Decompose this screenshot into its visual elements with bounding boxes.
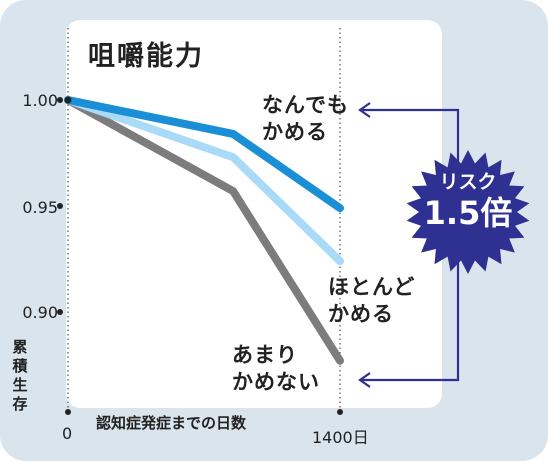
series-label-nandemo-line2: かめる <box>262 120 328 144</box>
risk-badge-text: リスク 1.5倍 <box>412 170 524 232</box>
risk-badge-line2: 1.5倍 <box>423 194 513 232</box>
x-tick-label-0: 0 <box>62 424 73 443</box>
series-line-1 <box>64 96 344 266</box>
y-tick-dot-2 <box>57 309 63 315</box>
y-tick-label-0.90: 0.90 <box>22 303 58 322</box>
x-tick-dot-0 <box>65 409 71 415</box>
risk-badge-starburst <box>406 150 530 274</box>
series-line-2 <box>64 96 344 365</box>
series-label-amari-line1: あまり <box>232 343 298 367</box>
plot-panel <box>66 20 442 408</box>
series-label-hotondo-line2: かめる <box>328 302 394 326</box>
risk-badge-line1: リスク <box>439 171 497 193</box>
series-label-nandemo: なんでも かめる <box>262 92 349 146</box>
y-tick-label-0.95: 0.95 <box>22 198 58 217</box>
y-tick-label-1.00: 1.00 <box>22 91 58 110</box>
origin-dot <box>64 96 72 104</box>
series-label-hotondo-line1: ほとんど <box>328 275 416 299</box>
risk-bracket-arrow-top <box>358 102 371 118</box>
chart-title: 咀嚼能力 <box>88 41 204 72</box>
y-tick-dot-1 <box>57 203 63 209</box>
y-axis-label: 累積生存 <box>12 338 28 413</box>
y-tick-dot-0 <box>57 97 63 103</box>
series-label-amari: あまり かめない <box>232 342 320 396</box>
x-axis-label: 認知症発症までの日数 <box>96 414 247 432</box>
series-label-nandemo-line1: なんでも <box>262 93 349 117</box>
risk-bracket-arrow-bottom <box>358 372 371 388</box>
series-line-0 <box>64 96 344 213</box>
x-tick-dot-1 <box>337 409 343 415</box>
series-label-amari-line2: かめない <box>232 370 320 394</box>
x-tick-label-1400: 1400日 <box>312 428 369 447</box>
series-label-hotondo: ほとんど かめる <box>328 274 415 328</box>
